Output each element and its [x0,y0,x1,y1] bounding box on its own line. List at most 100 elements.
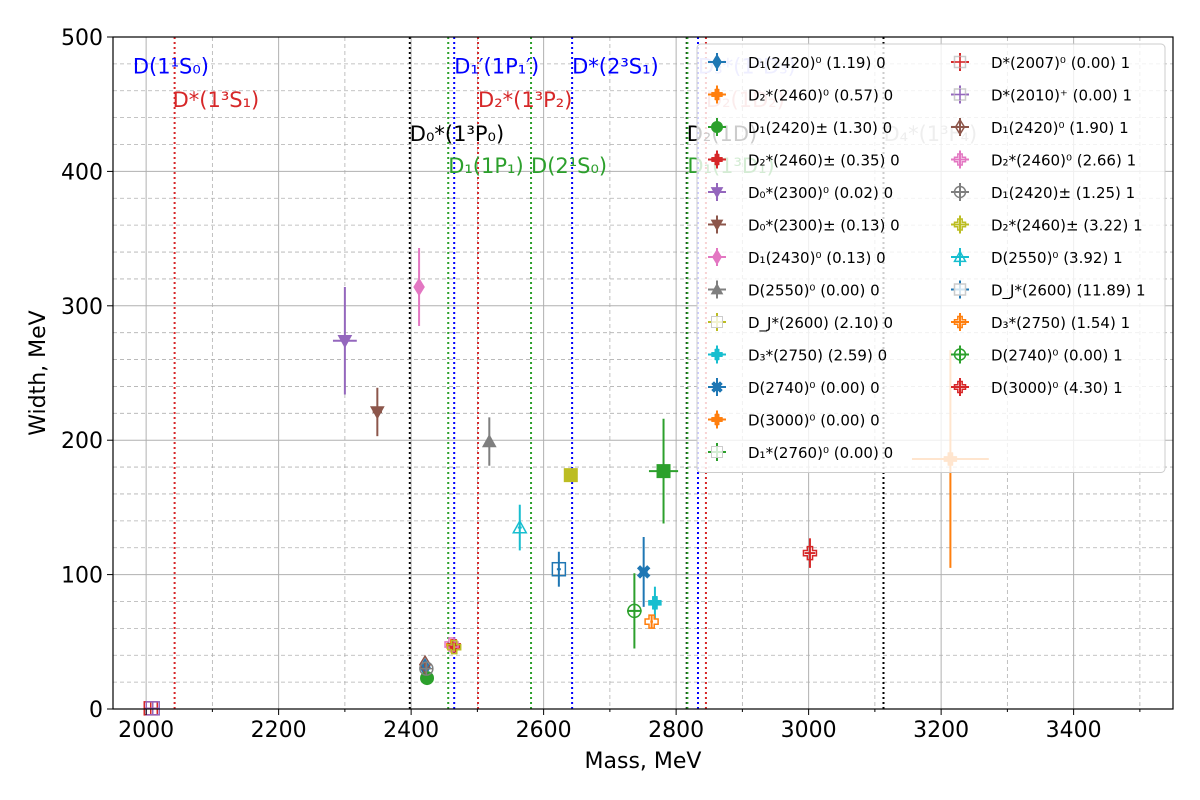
data-point [481,417,497,466]
point-marker [413,277,425,297]
legend-marker [953,218,967,231]
reference-line-label: D(2¹S₀) [531,154,607,178]
data-point [419,661,434,676]
reference-line-label: D₂*(1³P₂) [478,88,572,112]
y-tick-label: 100 [61,564,103,589]
legend-label: D(3000)⁰ (4.30) 1 [991,379,1123,397]
legend-item: D(2740)⁰ (0.00) 0 [708,378,880,397]
legend: D₁(2420)⁰ (1.19) 0 D₂*(2460)⁰ (0.57) 0 D₁(… [696,43,1166,473]
y-tick-label: 500 [61,26,103,51]
legend-item: D(2550)⁰ (3.92) 1 [951,248,1123,267]
point-marker [551,561,567,577]
data-point [512,504,528,551]
y-tick-label: 200 [61,429,103,454]
data-point [563,468,578,483]
legend-label: D₂*(2460)± (0.35) 0 [748,152,900,170]
legend-item: D₂*(2460)± (3.22) 1 [951,215,1143,235]
point-marker [644,614,659,629]
legend-marker [711,121,723,133]
legend-marker [711,316,723,328]
legend-label: D₃*(2750) (2.59) 0 [748,347,887,365]
legend-item: D₃*(2750) (1.54) 1 [951,313,1130,332]
x-tick-label: 2600 [516,718,572,743]
data-point [369,387,385,437]
legend-item: D*(2010)⁺ (0.00) 1 [951,85,1132,105]
point-marker [512,519,528,534]
legend-marker [712,248,722,266]
legend-label: D(2550)⁰ (0.00) 0 [748,282,880,300]
legend-marker [953,380,967,394]
plot-frame [112,36,1174,710]
legend-label: D₁(2420)± (1.25) 1 [991,184,1135,202]
point-marker [419,661,434,676]
legend-marker [711,153,723,166]
point-marker [337,335,353,349]
point-marker [481,434,497,448]
x-tick-label: 2000 [118,718,174,743]
legend-marker [711,88,723,101]
x-axis-label: Mass, MeV [585,749,702,774]
legend-label: D(3000)⁰ (0.00) 0 [748,412,880,430]
reference-line-label: D₁(1P₁) [448,154,523,178]
x-tick-label: 2800 [648,718,704,743]
point-marker [656,464,671,479]
reference-line-label: D*(2³S₁) [572,55,659,79]
data-point [802,538,818,568]
legend-marker [710,187,724,199]
y-axis-label: Width, MeV [26,310,51,435]
reference-line-label: D*(1³S₁) [173,88,260,112]
legend-item: D₂*(2460)⁰ (0.57) 0 [708,85,893,105]
y-tick-label: 400 [61,160,103,185]
legend-item: D(2550)⁰ (0.00) 0 [708,280,880,300]
legend-label: D*(2007)⁰ (0.00) 1 [991,54,1130,72]
legend-label: D(2740)⁰ (0.00) 0 [748,379,880,397]
legend-marker [953,315,967,329]
data-point [648,418,679,524]
reference-line-label: D(1¹S₀) [133,55,209,79]
legend-item: D*(2007)⁰ (0.00) 1 [951,53,1130,72]
legend-marker [953,283,967,296]
legend-item: D₁(2420)⁰ (1.19) 0 [708,53,886,72]
legend-item: D_J*(2600) (2.10) 0 [708,313,893,333]
point-marker [446,639,462,655]
legend-item: D₁(2430)⁰ (0.13) 0 [708,248,886,267]
data-point [413,248,425,326]
legend-label: D₂*(2460)± (3.22) 1 [991,217,1143,235]
x-tick-label: 3400 [1046,718,1102,743]
point-marker [145,701,160,716]
data-point [636,536,651,607]
y-tick-label: 300 [61,295,103,320]
legend-item: D_J*(2600) (11.89) 1 [951,280,1146,301]
legend-label: D₀*(2300)⁰ (0.02) 0 [748,184,893,202]
legend-label: D₃*(2750) (1.54) 1 [991,314,1130,332]
legend-item: D₁(2420)⁰ (1.90) 1 [951,118,1129,137]
legend-item: D₁(2420)± (1.25) 1 [951,183,1135,202]
reference-line-label: D₀*(1³P₀) [410,122,504,146]
legend-item: D(2740)⁰ (0.00) 1 [951,345,1123,365]
legend-marker [953,249,967,263]
legend-marker [711,348,723,361]
legend-label: D₁(2420)⁰ (1.19) 0 [748,54,886,72]
point-marker [369,406,385,420]
point-marker [627,603,642,619]
legend-label: D₀*(2300)± (0.13) 0 [748,217,900,235]
legend-marker [711,381,723,393]
legend-label: D_J*(2600) (11.89) 1 [991,282,1146,301]
legend-marker [711,413,723,426]
legend-label: D₁(2420)⁰ (1.90) 1 [991,119,1129,137]
legend-marker [954,118,966,136]
x-tick-label: 3200 [913,718,969,743]
legend-marker [712,53,722,71]
legend-item: D₀*(2300)⁰ (0.02) 0 [708,183,893,202]
legend-marker [953,88,967,101]
x-tick-label: 2200 [251,718,307,743]
legend-label: D₁(2420)± (1.30) 0 [748,119,892,137]
y-tick-label: 0 [89,698,103,723]
x-tick-label: 2400 [383,718,439,743]
axis-ticks: 2000 2200 2400 2600 2800 3000 3200 3400 0 100 200 3… [61,26,1141,743]
legend-marker [953,348,967,361]
legend-marker [953,55,967,69]
data-point [446,639,462,655]
data-point [627,573,642,649]
